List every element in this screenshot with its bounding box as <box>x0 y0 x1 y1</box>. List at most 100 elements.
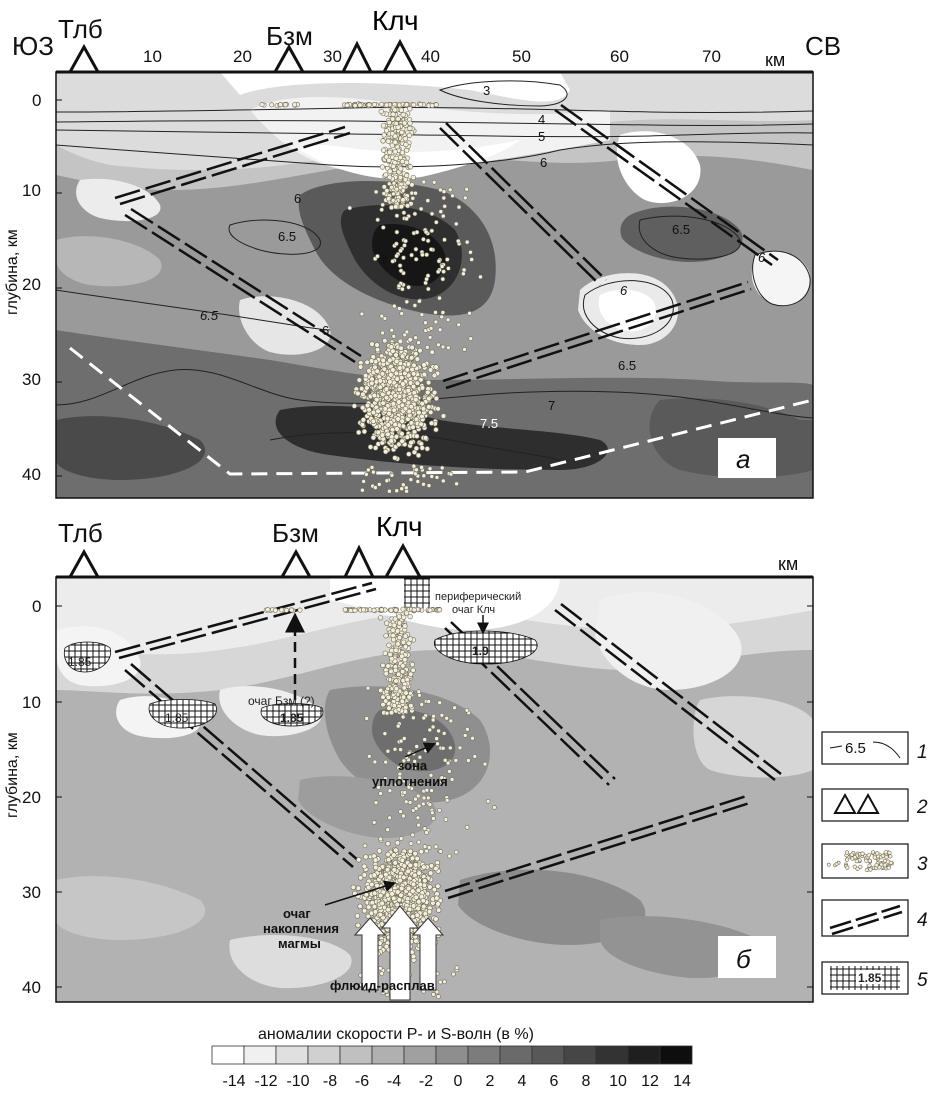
earthquake-hypocenter <box>364 359 370 365</box>
earthquake-hypocenter <box>391 407 397 413</box>
colorbar-ticks: -14 -12 -10 -8 -6 -4 -2 0 2 4 6 8 10 12 14 <box>222 1073 691 1090</box>
earthquake-hypocenter <box>407 380 414 386</box>
earthquake-hypocenter <box>402 120 408 126</box>
earthquake-hypocenter <box>478 274 483 280</box>
earthquake-hypocenter <box>406 784 412 790</box>
colorbar-swatch <box>595 1045 629 1065</box>
earthquake-hypocenter <box>401 874 407 880</box>
earthquake-hypocenter <box>390 111 396 117</box>
earthquake-hypocenter <box>429 103 435 109</box>
earthquake-hypocenter <box>421 473 427 479</box>
earthquake-hypocenter <box>385 840 391 847</box>
earthquake-hypocenter <box>433 310 438 315</box>
vpvs-label: 1.85 <box>165 711 189 725</box>
earthquake-hypocenter <box>414 229 420 235</box>
annotation-bzm: очаг Бзм (?) <box>248 694 315 708</box>
earthquake-hypocenter <box>464 239 470 245</box>
earthquake-hypocenter <box>372 445 379 451</box>
isoline-label: 5 <box>538 129 545 144</box>
earthquake-hypocenter <box>423 229 429 235</box>
earthquake-hypocenter <box>420 801 426 807</box>
earthquake-hypocenter <box>399 653 405 659</box>
annotation-compaction-2: уплотнения <box>372 774 448 789</box>
earthquake-hypocenter <box>379 164 386 170</box>
earthquake-hypocenter <box>272 607 278 613</box>
earthquake-hypocenter <box>382 338 388 344</box>
earthquake-hypocenter <box>426 395 432 402</box>
earthquake-hypocenter <box>462 347 467 352</box>
earthquake-hypocenter <box>465 726 470 732</box>
earthquake-hypocenter <box>437 295 442 301</box>
earthquake-hypocenter <box>426 699 432 704</box>
earthquake-hypocenter <box>870 850 876 855</box>
volcano-triangle-icon <box>833 792 857 814</box>
earthquake-hypocenter <box>396 441 402 447</box>
earthquake-hypocenter <box>413 246 419 252</box>
legend-dots <box>826 850 895 873</box>
earthquake-hypocenter <box>366 102 372 108</box>
earthquake-hypocenter <box>866 853 871 858</box>
bottom-y-tick: 30 <box>22 883 41 902</box>
earthquake-hypocenter <box>438 209 444 214</box>
earthquake-hypocenter <box>407 106 413 112</box>
earthquake-hypocenter <box>451 971 456 977</box>
earthquake-hypocenter <box>404 299 410 305</box>
colorbar-swatches <box>211 1045 693 1065</box>
annotation-compaction-1: зона <box>398 758 428 773</box>
isoline-label: 6.5 <box>618 358 636 373</box>
vpvs-label: 1.85 <box>68 655 92 669</box>
earthquake-hypocenter <box>390 692 396 698</box>
earthquake-hypocenter <box>468 250 473 255</box>
earthquake-hypocenter <box>456 322 462 328</box>
earthquake-hypocenter <box>385 686 391 692</box>
legend-item-volcanoes: 2 <box>821 788 928 822</box>
earthquake-hypocenter <box>424 787 430 793</box>
earthquake-hypocenter <box>379 207 385 212</box>
volcano-triangle-icon <box>343 544 375 578</box>
earthquake-hypocenter <box>369 465 375 470</box>
colorbar: аномалии скорости P- и S-волн (в %) -14-… <box>211 1026 693 1090</box>
earthquake-hypocenter <box>407 613 413 620</box>
earthquake-hypocenter <box>439 465 445 471</box>
earthquake-hypocenter <box>415 452 422 459</box>
earthquake-hypocenter <box>417 754 423 760</box>
earthquake-hypocenter <box>363 854 369 860</box>
earthquake-hypocenter <box>387 815 392 821</box>
earthquake-hypocenter <box>410 196 416 201</box>
earthquake-hypocenter <box>387 357 393 364</box>
earthquake-hypocenter <box>384 866 391 873</box>
earthquake-hypocenter <box>406 885 412 892</box>
earthquake-hypocenter <box>379 971 385 976</box>
earthquake-hypocenter <box>404 434 410 440</box>
earthquake-hypocenter <box>447 853 452 859</box>
earthquake-hypocenter <box>416 689 422 695</box>
earthquake-hypocenter <box>442 204 448 209</box>
earthquake-hypocenter <box>401 736 407 741</box>
earthquake-hypocenter <box>407 125 413 131</box>
earthquake-hypocenter <box>380 357 386 364</box>
corner-label-left: ЮЗ <box>12 31 54 61</box>
colorbar-swatch <box>275 1045 309 1065</box>
earthquake-hypocenter <box>425 273 431 279</box>
earthquake-hypocenter <box>407 906 413 912</box>
earthquake-hypocenter <box>400 112 406 118</box>
earthquake-hypocenter <box>383 671 389 677</box>
earthquake-hypocenter <box>355 885 362 891</box>
colorbar-tick-label: 4 <box>518 1073 527 1090</box>
earthquake-hypocenter <box>430 724 436 730</box>
earthquake-hypocenter <box>439 775 445 781</box>
earthquake-hypocenter <box>423 280 428 286</box>
earthquake-hypocenter <box>351 403 358 409</box>
earthquake-hypocenter <box>388 668 394 675</box>
earthquake-hypocenter <box>380 138 386 144</box>
earthquake-hypocenter <box>393 204 399 210</box>
earthquake-hypocenter <box>401 685 407 691</box>
earthquake-hypocenter <box>422 826 428 831</box>
earthquake-hypocenter <box>416 839 422 845</box>
earthquake-hypocenter <box>407 164 414 170</box>
earthquake-hypocenter <box>401 813 406 819</box>
earthquake-hypocenter <box>413 351 419 357</box>
earthquake-hypocenter <box>385 663 391 669</box>
annotation-fluid: флюид-расплав <box>330 978 435 993</box>
earthquake-hypocenter <box>428 325 434 331</box>
